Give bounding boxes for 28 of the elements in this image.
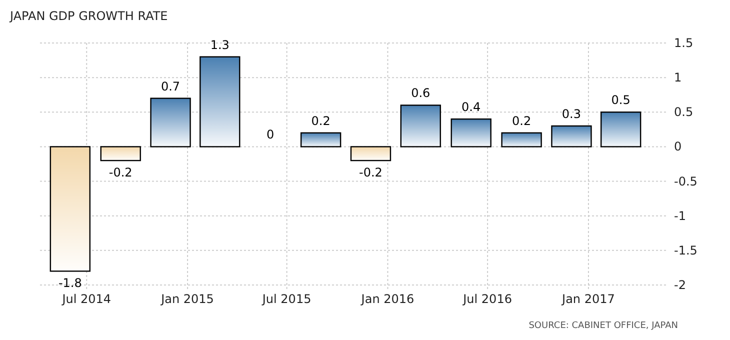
data-label: 0.6: [411, 86, 430, 100]
chart-title: JAPAN GDP GROWTH RATE: [9, 9, 168, 23]
data-label: -0.2: [359, 166, 382, 180]
data-label: 0.3: [562, 106, 582, 121]
data-label: 0.2: [311, 114, 330, 128]
x-tick-label: Jan 2016: [360, 292, 414, 306]
data-label: 0.5: [611, 93, 630, 108]
data-label: 0.7: [160, 79, 180, 94]
data-label: -1.8: [58, 276, 82, 290]
data-label: 1.3: [210, 38, 230, 52]
x-tick-label: Jul 2014: [61, 292, 112, 306]
x-tick-label: Jul 2015: [261, 292, 312, 306]
y-tick-label: -0.5: [674, 174, 698, 188]
y-tick-label: 1.5: [674, 36, 694, 50]
y-tick-label: 0: [674, 140, 682, 154]
x-tick-label: Jan 2017: [561, 292, 615, 306]
source-note: SOURCE: CABINET OFFICE, JAPAN: [528, 321, 678, 331]
y-tick-label: -2: [674, 278, 686, 292]
y-tick-label: -1: [674, 208, 686, 223]
y-tick-label: 0.5: [674, 105, 694, 120]
x-tick-label: Jan 2015: [160, 292, 214, 306]
y-tick-label: 1: [674, 70, 682, 85]
data-label: 0.4: [462, 100, 481, 114]
data-label: 0: [266, 128, 274, 142]
y-tick-label: -1.5: [674, 243, 698, 258]
data-label: -0.2: [108, 166, 132, 180]
data-label: 0.2: [512, 114, 532, 128]
x-tick-label: Jul 2016: [462, 292, 512, 306]
